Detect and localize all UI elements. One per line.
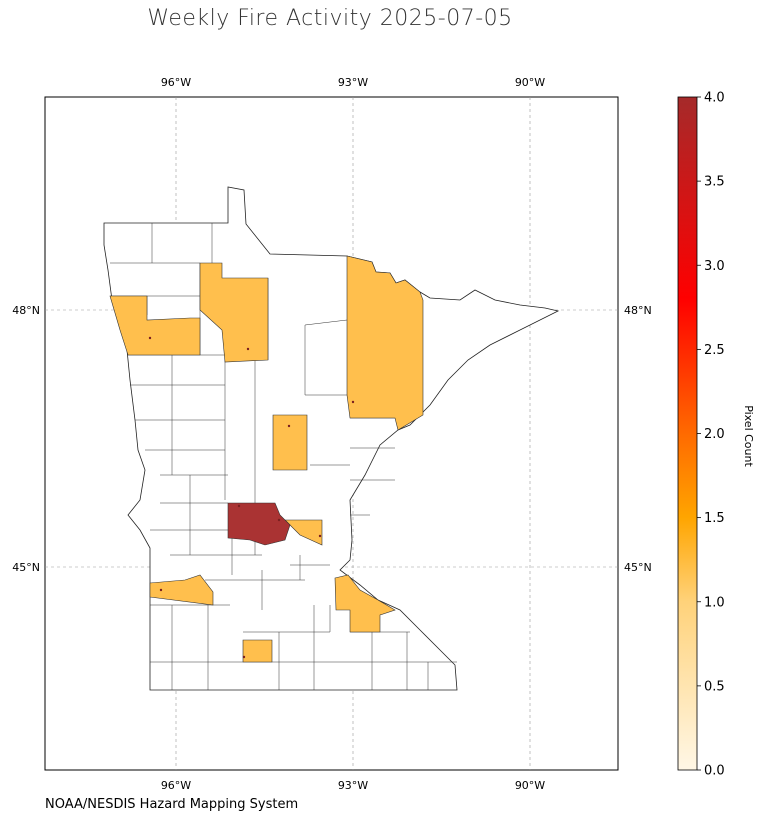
- lat-tick-left: 45°N: [12, 561, 40, 574]
- fire-point: [242, 655, 246, 659]
- colorbar-tick-label: 2.5: [704, 343, 725, 358]
- colorbar-tick-label: 3.0: [704, 259, 725, 274]
- county-polk: [109, 295, 201, 356]
- fire-point: [159, 588, 163, 592]
- lat-tick-right: 45°N: [624, 561, 652, 574]
- colorbar-tick-label: 2.0: [704, 427, 725, 442]
- county-dakota-goodhue: [334, 574, 396, 633]
- county-crow-wing: [272, 414, 308, 471]
- lon-tick-top: 96°W: [161, 76, 191, 89]
- lon-tick-top: 90°W: [515, 76, 545, 89]
- colorbar-tick-label: 0.0: [704, 764, 725, 779]
- lon-tick-bottom: 93°W: [338, 779, 368, 792]
- lon-tick-top: 93°W: [338, 76, 368, 89]
- colorbar-tick-label: 1.0: [704, 595, 725, 610]
- county-stearns: [227, 502, 291, 546]
- fire-point: [287, 424, 291, 428]
- lon-tick-bottom: 96°W: [161, 779, 191, 792]
- county-st-louis: [346, 255, 424, 431]
- colorbar-tick-label: 0.5: [704, 679, 725, 694]
- fire-point: [246, 347, 250, 351]
- lat-tick-right: 48°N: [624, 304, 652, 317]
- fire-point: [318, 534, 322, 538]
- colorbar-ticks: 0.0 0.5 1.0 1.5 2.0 2.5 3.0 3.5 4.0: [697, 91, 725, 779]
- county-blue-earth: [242, 639, 273, 663]
- fire-detections: [148, 336, 355, 659]
- fire-point: [351, 400, 355, 404]
- colorbar-tick-label: 1.5: [704, 511, 725, 526]
- fire-counties-one: [109, 255, 424, 663]
- colorbar: [677, 96, 698, 771]
- colorbar-tick-label: 4.0: [704, 91, 725, 106]
- county-beltrami: [199, 262, 269, 363]
- lat-tick-left: 48°N: [12, 304, 40, 317]
- colorbar-label: Pixel Count: [742, 405, 755, 467]
- fire-point: [237, 504, 241, 508]
- map-title: Weekly Fire Activity 2025-07-05: [147, 6, 513, 31]
- county-anoka: [284, 519, 323, 546]
- colorbar-tick-label: 3.5: [704, 175, 725, 190]
- source-credit: NOAA/NESDIS Hazard Mapping System: [45, 797, 299, 812]
- fire-point: [148, 336, 152, 340]
- fire-point: [277, 518, 281, 522]
- county-lac-qui-parle: [149, 574, 214, 606]
- lon-tick-bottom: 90°W: [515, 779, 545, 792]
